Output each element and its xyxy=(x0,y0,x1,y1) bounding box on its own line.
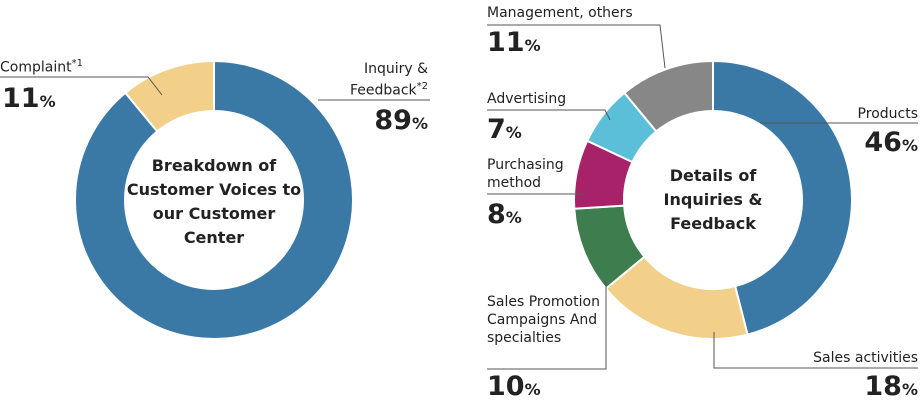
leader-line-2 xyxy=(487,24,666,69)
left-chart-title: Breakdown of Customer Voices to our Cust… xyxy=(126,156,302,247)
pct-complaint: 11% xyxy=(2,83,56,114)
label-management: Management, others xyxy=(487,5,633,21)
leader-line-0 xyxy=(0,76,163,96)
leader-line-7 xyxy=(713,332,918,369)
label-inquiry: Inquiry & Feedback*2 xyxy=(349,61,428,99)
pct-sales-activities: 18% xyxy=(864,371,918,402)
pct-purchasing: 8% xyxy=(487,199,522,230)
right-slice-0 xyxy=(712,59,853,336)
pct-inquiry: 89% xyxy=(374,105,428,136)
pct-products: 46% xyxy=(864,127,918,158)
left-slice-1 xyxy=(123,59,215,133)
pct-management: 11% xyxy=(487,27,541,58)
pct-sales-promotion: 10% xyxy=(487,371,541,402)
label-advertising: Advertising xyxy=(487,91,567,107)
label-sales-activities: Sales activities xyxy=(813,350,918,366)
right-slice-5 xyxy=(622,59,714,133)
left-slice-0 xyxy=(74,59,354,340)
label-complaint: Complaint*1 xyxy=(0,58,83,76)
pct-advertising: 7% xyxy=(487,114,522,145)
right-chart-title: Details of Inquiries & Feedback xyxy=(663,166,763,233)
label-purchasing: Purchasing method xyxy=(487,157,564,191)
label-products: Products xyxy=(857,106,918,122)
leader-line-5 xyxy=(487,282,607,370)
leader-line-3 xyxy=(487,109,611,121)
label-sales-promotion: Sales Promotion Campaigns And specialtie… xyxy=(487,294,600,346)
